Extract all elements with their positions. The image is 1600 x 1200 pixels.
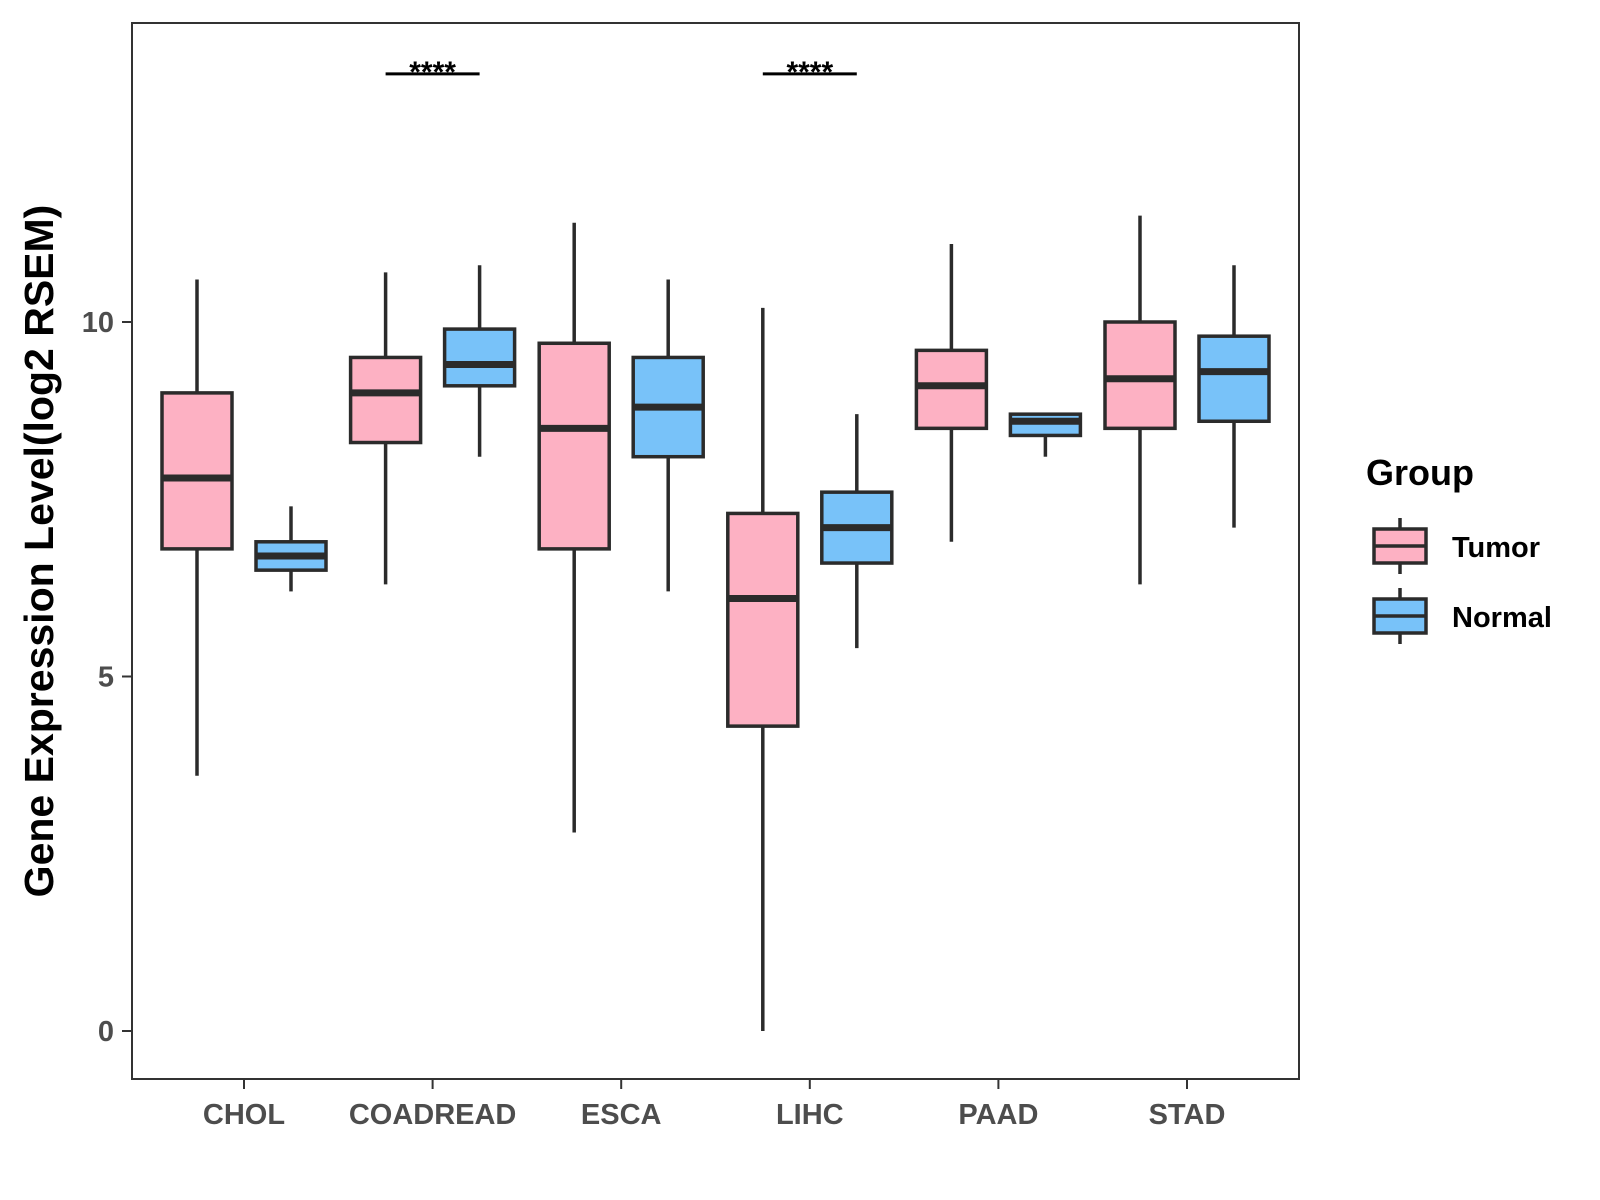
x-tick-label-lihc: LIHC	[776, 1099, 844, 1131]
significance-coadread: ****	[385, 56, 480, 89]
box-chol-tumor	[160, 279, 234, 776]
box-iqr	[1103, 320, 1177, 431]
box-lihc-tumor	[726, 307, 800, 1031]
box-paad-normal	[1008, 412, 1083, 457]
significance-label: ****	[786, 56, 833, 89]
box-paad-tumor	[914, 244, 989, 542]
box-iqr	[160, 391, 234, 551]
y-tick-label: 0	[98, 1016, 114, 1048]
box-iqr	[914, 348, 989, 431]
box-coadread-normal	[442, 265, 517, 457]
legend-label: Tumor	[1452, 532, 1540, 564]
x-tick-label-stad: STAD	[1149, 1099, 1226, 1131]
boxes-layer	[160, 215, 1271, 1031]
x-tick-label-paad: PAAD	[958, 1099, 1038, 1131]
box-coadread-tumor	[348, 272, 423, 585]
y-axis: 0 5 10	[82, 307, 132, 1048]
box-chol-normal	[254, 506, 328, 592]
box-iqr	[348, 355, 423, 445]
x-tick-label-esca: ESCA	[581, 1099, 662, 1131]
significance-lihc: ****	[762, 56, 857, 89]
box-lihc-normal	[820, 414, 894, 649]
y-tick-label: 10	[82, 307, 114, 339]
box-stad-normal	[1197, 265, 1271, 528]
legend-items: Tumor Normal	[1372, 518, 1552, 644]
x-tick-label-coadread: COADREAD	[349, 1099, 517, 1131]
box-iqr	[1008, 412, 1083, 438]
box-esca-normal	[631, 279, 705, 592]
box-iqr	[537, 341, 611, 551]
legend: Group Tumor Normal	[1366, 452, 1552, 644]
plot-panel: **** ****	[131, 22, 1300, 1080]
box-esca-tumor	[537, 222, 611, 833]
y-tick-label: 5	[98, 662, 114, 694]
legend-item-normal: Normal	[1372, 588, 1552, 644]
box-iqr	[726, 511, 800, 728]
box-stad-tumor	[1103, 215, 1177, 585]
legend-item-tumor: Tumor	[1372, 518, 1540, 574]
significance-label: ****	[409, 56, 456, 89]
legend-label: Normal	[1452, 602, 1552, 634]
x-tick-label-chol: CHOL	[203, 1099, 285, 1131]
box-iqr	[1197, 334, 1271, 424]
y-axis-title: Gene Expression Level(log2 RSEM)	[16, 205, 62, 898]
box-iqr	[442, 327, 517, 388]
significance-annotations: **** ****	[385, 56, 857, 89]
legend-title: Group	[1366, 452, 1474, 493]
panel-border	[131, 22, 1300, 1080]
x-axis: CHOL COADREAD ESCA LIHC PAAD STAD	[203, 1079, 1225, 1131]
